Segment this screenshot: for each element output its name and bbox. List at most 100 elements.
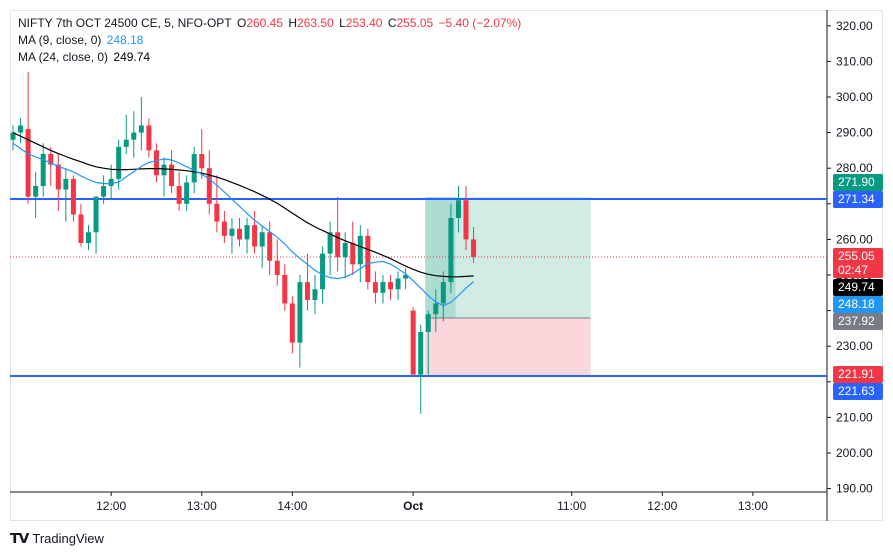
price-label: 221.91 <box>833 366 883 383</box>
candle-body <box>357 235 363 265</box>
candle-body <box>70 178 76 215</box>
y-tick-label: 300.00 <box>836 90 873 104</box>
y-tick-label: 230.00 <box>836 339 873 353</box>
candle-body <box>184 182 190 204</box>
candle-body <box>440 282 446 304</box>
candle-body <box>342 242 348 258</box>
y-tick-label: 190.00 <box>836 482 873 496</box>
price-label: 271.90 <box>833 174 883 191</box>
close-value: 255.05 <box>396 16 434 30</box>
y-tick-label: 260.00 <box>836 232 873 246</box>
candle-body <box>199 153 205 169</box>
price-label: 271.34 <box>833 191 883 208</box>
candle-body <box>206 168 212 204</box>
y-tick-label: 200.00 <box>836 446 873 460</box>
candle-body <box>214 203 220 222</box>
candle-body <box>403 275 409 279</box>
candle-body <box>191 153 197 183</box>
price-label: 221.63 <box>833 383 883 400</box>
y-tick-label: 210.00 <box>836 410 873 424</box>
ma24-line <box>12 132 474 278</box>
ma24-value: 249.74 <box>113 50 151 64</box>
loss-zone <box>425 318 591 376</box>
symbol-name: NIFTY 7th OCT 24500 CE, 5, NFO-OPT <box>18 16 232 30</box>
candle-body <box>101 186 107 197</box>
x-tick-label: 12:00 <box>96 499 126 513</box>
candle-body <box>259 232 265 247</box>
candle-body <box>63 178 69 190</box>
candle-body <box>274 260 280 275</box>
footer: 𝗧𝗩 TradingView <box>10 529 104 547</box>
candle-body <box>153 150 159 176</box>
y-tick-label: 280.00 <box>836 161 873 175</box>
candle-body <box>267 232 273 261</box>
candle-body <box>48 153 54 165</box>
candle-body <box>86 232 91 243</box>
candle-body <box>40 153 46 186</box>
candle-body <box>252 225 258 247</box>
price-label: 237.92 <box>833 313 883 330</box>
candle-body <box>33 186 39 197</box>
candle-body <box>433 303 439 315</box>
candle-body <box>146 125 152 151</box>
candle-body <box>372 282 378 293</box>
candle-body <box>55 164 61 190</box>
ma9-value: 248.18 <box>106 33 144 47</box>
high-value: 263.50 <box>297 16 334 30</box>
ma24-legend[interactable]: MA (24, close, 0) 249.74 <box>18 50 152 64</box>
footer-brand[interactable]: TradingView <box>32 530 104 546</box>
open-value: 260.45 <box>246 16 284 30</box>
candle-body <box>425 314 431 332</box>
candle-body <box>138 125 144 133</box>
candle-body <box>395 278 401 290</box>
ma9-label: MA (9, close, 0) <box>18 33 102 47</box>
candle-body <box>350 242 356 265</box>
candle-body <box>161 164 167 176</box>
x-tick-label: 13:00 <box>738 499 768 513</box>
candle-body <box>388 282 393 290</box>
candle-body <box>410 310 416 375</box>
price-label: 249.74 <box>833 279 883 296</box>
ma9-legend[interactable]: MA (9, close, 0) 248.18 <box>18 33 145 47</box>
x-tick-label: 13:00 <box>187 499 217 513</box>
y-tick-label: 310.00 <box>836 54 873 68</box>
candle-body <box>448 218 454 283</box>
candle-body <box>25 129 31 197</box>
low-label: L <box>339 16 346 30</box>
open-label: O <box>236 16 247 30</box>
candle-body <box>78 214 84 243</box>
x-tick-label: 11:00 <box>557 499 586 513</box>
price-label: 255.05 02:47 <box>833 248 883 278</box>
candle-body <box>229 228 235 236</box>
close-label: C <box>387 16 397 30</box>
candle-body <box>93 196 99 233</box>
tradingview-logo-icon[interactable]: 𝗧𝗩 <box>10 529 29 546</box>
candle-body <box>380 282 386 293</box>
high-label: H <box>288 16 298 30</box>
candle-body <box>297 282 303 343</box>
countdown-label: 02:47 <box>838 263 869 277</box>
candle-body <box>320 253 326 290</box>
x-tick-label: Oct <box>403 499 423 513</box>
candle-body <box>312 289 318 300</box>
candle-body <box>282 275 288 304</box>
low-value: 253.40 <box>345 16 383 30</box>
y-tick-label: 290.00 <box>836 126 873 140</box>
symbol-legend: NIFTY 7th OCT 24500 CE, 5, NFO-OPT O260.… <box>18 16 523 30</box>
price-label: 248.18 <box>833 296 883 313</box>
x-tick-label: 14:00 <box>277 499 307 513</box>
candle-body <box>18 125 24 133</box>
candle-body <box>365 235 371 283</box>
candle-body <box>131 132 137 140</box>
candle-body <box>327 232 333 254</box>
candle-body <box>116 146 122 179</box>
change-value: −5.40 (−2.07%) <box>438 16 522 30</box>
candle-body <box>176 186 182 204</box>
candle-body <box>169 164 175 186</box>
candle-body <box>289 303 295 343</box>
candle-body <box>10 132 16 140</box>
ma24-label: MA (24, close, 0) <box>18 50 109 64</box>
candle-body <box>237 228 242 240</box>
candle-body <box>455 200 461 219</box>
